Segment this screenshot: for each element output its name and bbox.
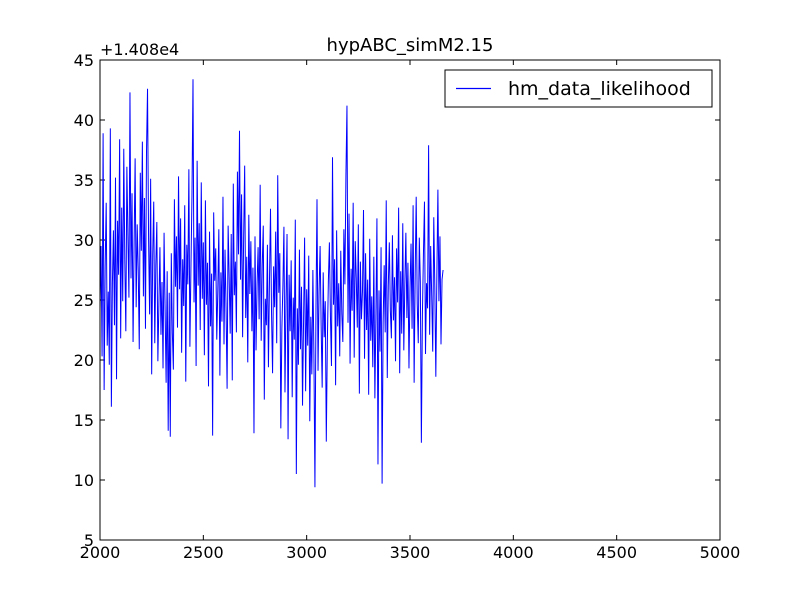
y-tick-label: 25	[74, 291, 94, 310]
x-tick-label: 3000	[286, 543, 327, 562]
legend-label: hm_data_likelihood	[508, 78, 691, 100]
series-line	[99, 79, 444, 488]
y-axis-offset-label: +1.408e4	[100, 40, 179, 59]
y-tick-label: 45	[74, 51, 94, 70]
x-tick-label: 2000	[80, 543, 121, 562]
axis-tick-labels: 2000 2500 3000 3500 4000 4500 5000 5 10 15 20 25 30 3…	[74, 51, 741, 562]
x-tick-label: 5000	[700, 543, 741, 562]
chart-title: hypABC_simM2.15	[327, 35, 494, 56]
legend: hm_data_likelihood	[444, 69, 713, 108]
y-tick-label: 10	[74, 471, 94, 490]
y-tick-label: 35	[74, 171, 94, 190]
y-tick-label: 30	[74, 231, 94, 250]
series-group	[99, 79, 444, 488]
y-tick-label: 5	[84, 531, 94, 550]
x-tick-label: 2500	[183, 543, 224, 562]
plot-frame	[99, 59, 721, 541]
y-tick-label: 20	[74, 351, 94, 370]
y-tick-label: 15	[74, 411, 94, 430]
x-tick-label: 3500	[390, 543, 431, 562]
x-tick-label: 4500	[596, 543, 637, 562]
y-tick-label: 40	[74, 111, 94, 130]
x-tick-label: 4000	[493, 543, 534, 562]
